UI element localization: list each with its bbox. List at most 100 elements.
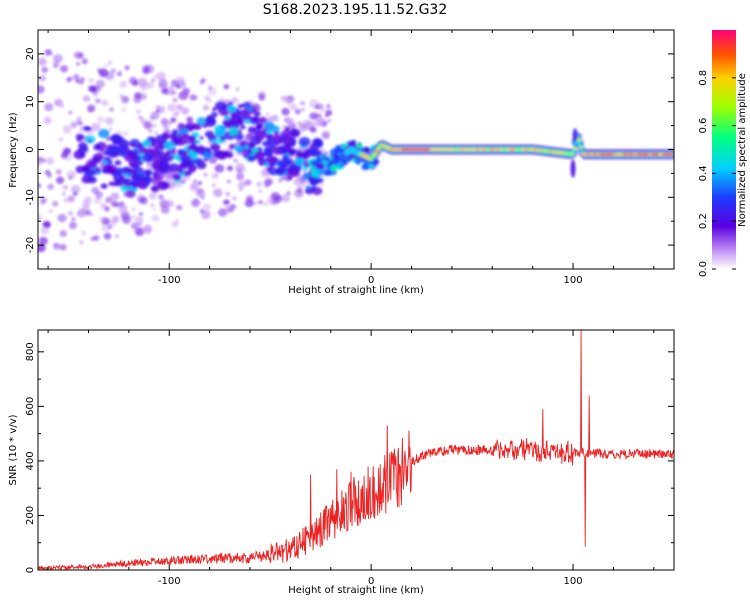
band-blob xyxy=(211,139,218,144)
noise-blob xyxy=(38,156,43,166)
noise-blob xyxy=(176,76,186,85)
noise-blob xyxy=(166,200,174,207)
band-blob xyxy=(354,157,362,164)
noise-blob xyxy=(231,97,239,104)
noise-blob xyxy=(148,192,157,200)
noise-blob xyxy=(97,116,105,124)
band-blob xyxy=(298,137,311,147)
noise-blob xyxy=(149,203,155,208)
band-blob xyxy=(331,157,340,165)
band-blob xyxy=(120,185,129,192)
band-blob xyxy=(277,159,288,168)
noise-blob xyxy=(44,103,54,112)
band-blob xyxy=(253,111,261,117)
noise-blob xyxy=(110,68,116,74)
noise-blob xyxy=(201,210,211,220)
band-blob xyxy=(125,189,136,198)
noise-blob xyxy=(138,212,143,217)
band-blob xyxy=(177,122,186,129)
noise-blob xyxy=(41,66,49,73)
noise-blob xyxy=(161,87,168,94)
noise-blob xyxy=(245,133,253,140)
band-blob xyxy=(256,123,264,129)
noise-blob xyxy=(153,74,159,80)
noise-blob xyxy=(200,195,205,200)
noise-blob xyxy=(101,99,108,106)
band-blob xyxy=(142,153,154,163)
noise-blob xyxy=(105,196,113,203)
band-blob xyxy=(159,156,167,163)
noise-blob xyxy=(189,94,197,101)
noise-blob xyxy=(172,97,178,103)
y-tick-label: 200 xyxy=(25,506,36,525)
y-tick-label: -20 xyxy=(25,237,36,253)
band-blob xyxy=(234,145,244,153)
noise-blob xyxy=(253,201,258,205)
band-blob xyxy=(151,160,163,170)
noise-blob xyxy=(191,199,201,207)
noise-blob xyxy=(264,184,270,189)
band-blob xyxy=(203,158,209,162)
ridge-streak xyxy=(572,128,578,143)
noise-blob xyxy=(301,107,305,112)
band-blob xyxy=(237,104,243,109)
snr-ticks: -100 0 100 0 200 400 600 800 xyxy=(25,330,674,587)
noise-blob xyxy=(296,182,305,190)
noise-blob xyxy=(44,49,52,56)
noise-blob xyxy=(235,87,240,92)
noise-blob xyxy=(281,194,291,203)
noise-blob xyxy=(218,208,228,217)
snr-y-label: SNR (10 * v/v) xyxy=(8,414,19,485)
noise-blob xyxy=(118,204,128,213)
band-blob xyxy=(114,160,122,166)
spectrogram-marks xyxy=(38,49,674,253)
band-blob xyxy=(143,169,153,177)
colorbar-ticks: 0.0 0.2 0.4 0.6 0.8 xyxy=(698,70,736,277)
x-tick-label: -100 xyxy=(158,576,181,587)
colorbar-tick-label: 0.2 xyxy=(698,213,709,229)
noise-blob xyxy=(208,85,213,90)
noise-blob xyxy=(189,182,199,192)
band-blob xyxy=(117,150,125,157)
noise-blob xyxy=(129,214,136,220)
noise-blob xyxy=(285,100,291,105)
band-blob xyxy=(173,137,182,145)
snr-x-label: Height of straight line (km) xyxy=(288,585,424,596)
noise-blob xyxy=(59,230,68,237)
band-blob xyxy=(104,156,110,161)
band-blob xyxy=(294,157,305,166)
colorbar: 0.0 0.2 0.4 0.6 0.8 Normalized spectral ampl… xyxy=(698,30,748,277)
noise-blob xyxy=(160,118,171,128)
noise-blob xyxy=(45,157,55,165)
band-blob xyxy=(186,150,195,157)
colorbar-tick-label: 0.8 xyxy=(698,70,709,86)
noise-blob xyxy=(211,172,219,179)
band-blob xyxy=(180,158,192,168)
band-blob xyxy=(93,144,102,151)
noise-blob xyxy=(110,192,120,201)
noise-blob xyxy=(134,216,144,225)
y-tick-label: 10 xyxy=(25,95,36,108)
noise-blob xyxy=(230,203,234,207)
noise-blob xyxy=(178,91,189,100)
noise-blob xyxy=(223,84,230,90)
noise-blob xyxy=(38,57,47,66)
noise-blob xyxy=(66,77,72,83)
band-blob xyxy=(259,162,265,167)
band-blob xyxy=(284,126,290,131)
snr-frame xyxy=(37,329,675,571)
band-blob xyxy=(246,106,254,112)
band-blob xyxy=(302,152,311,159)
noise-blob xyxy=(84,196,92,203)
noise-blob xyxy=(286,117,294,125)
noise-blob xyxy=(38,85,45,94)
noise-blob xyxy=(75,79,80,83)
band-blob xyxy=(248,128,253,133)
colorbar-tick-label: 0.6 xyxy=(698,118,709,134)
noise-blob xyxy=(266,112,270,116)
band-blob xyxy=(287,148,297,155)
noise-blob xyxy=(78,239,84,245)
band-blob xyxy=(91,156,101,164)
noise-blob xyxy=(78,121,83,126)
